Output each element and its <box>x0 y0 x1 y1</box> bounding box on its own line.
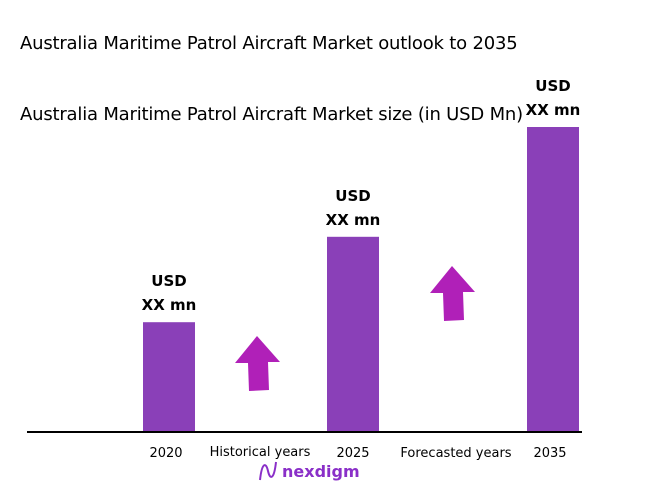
data-label-currency: USD <box>335 187 370 205</box>
chart-title: Australia Maritime Patrol Aircraft Marke… <box>20 104 523 125</box>
page-title: Australia Maritime Patrol Aircraft Marke… <box>20 33 518 54</box>
data-label-value: XX mn <box>142 296 197 314</box>
bar-2025 <box>327 236 379 432</box>
growth-arrow-up-icon <box>430 266 475 321</box>
data-label-value: XX mn <box>526 101 581 119</box>
data-label-currency: USD <box>151 272 186 290</box>
x-tick-label: 2035 <box>533 446 566 461</box>
data-label-currency: USD <box>535 77 570 95</box>
logo-icon <box>259 461 277 481</box>
bar-2035 <box>527 127 579 432</box>
period-label-historical: Historical years <box>210 445 311 460</box>
period-label-forecasted: Forecasted years <box>400 446 511 461</box>
x-tick-label: 2020 <box>149 446 182 461</box>
x-tick-label: 2025 <box>336 446 369 461</box>
nexdigm-logo: nexdigm <box>258 460 360 482</box>
data-label-value: XX mn <box>326 211 381 229</box>
growth-arrow-up-icon <box>235 336 280 391</box>
bar-2020 <box>143 322 195 432</box>
